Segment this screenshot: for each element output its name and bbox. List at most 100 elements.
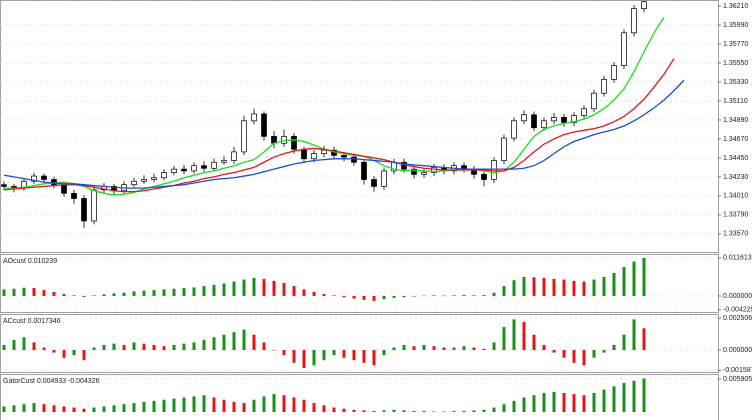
candle-body [211,161,217,169]
histogram-bar [132,403,136,413]
candle-body [141,179,147,182]
histogram-bar [142,290,146,296]
y-tick-label: 1.33570 [723,231,748,238]
histogram-bar [222,334,226,351]
histogram-bar [32,288,36,296]
histogram-bar [112,293,116,296]
histogram-bar [252,399,256,413]
histogram-bar [412,346,416,351]
histogram-bar [102,294,106,296]
y-tick-label: 0.011613 [723,255,752,262]
panel-frame [0,254,719,313]
histogram-bar [282,282,286,296]
candle-body [601,79,607,94]
histogram-bar [92,407,96,413]
candle-body [161,172,167,179]
histogram-bar [282,395,286,413]
histogram-bar [292,350,296,363]
histogram-bar [272,394,276,413]
candle-body [61,184,67,194]
histogram-bar [362,350,366,363]
histogram-bar [312,350,316,366]
histogram-bar [522,397,526,413]
candle-body [241,120,247,153]
histogram-bar [352,350,356,361]
histogram-bar [102,406,106,413]
histogram-bar [542,277,546,296]
y-tick-label: 1.34890 [723,117,748,124]
histogram-bar [492,407,496,413]
y-tick-label: 1.35330 [723,79,748,86]
histogram-bar [512,280,516,296]
panel-title: AOcust 0.010239 [3,258,57,265]
histogram-bar [42,404,46,413]
histogram-bar [442,411,446,413]
histogram-bar [182,397,186,413]
histogram-bar [202,286,206,296]
histogram-bar [172,398,176,413]
y-tick-label: 1.34010 [723,193,748,200]
histogram-bar [362,410,366,413]
histogram-bar [152,400,156,413]
histogram-bar [2,289,6,296]
histogram-bar [22,287,26,296]
histogram-bar [302,350,306,368]
candle-body [291,136,297,150]
histogram-bar [182,288,186,296]
histogram-bar [322,293,326,296]
histogram-bar [642,378,646,413]
candle-body [511,120,517,139]
histogram-bar [202,339,206,351]
histogram-bar [612,386,616,413]
histogram-bar [242,279,246,296]
candle-body [71,192,77,199]
candle-body [541,120,547,129]
histogram-bar [512,319,516,351]
histogram-bar [442,347,446,351]
histogram-bar [462,294,466,296]
histogram-bar [422,295,426,297]
histogram-bar [212,284,216,296]
histogram-bar [362,295,366,300]
histogram-bar [552,278,556,296]
histogram-bar [472,347,476,351]
histogram-bar [582,281,586,296]
histogram-bar [572,350,576,363]
histogram-bar [452,347,456,351]
histogram-bar [442,295,446,297]
candle-body [571,115,577,123]
histogram-bar [232,332,236,351]
histogram-bar [482,348,486,351]
histogram-bar [632,261,636,296]
histogram-bar [482,294,486,296]
panel-frame [0,0,719,253]
candle-body [311,153,317,160]
histogram-bar [292,286,296,296]
panel-title: GatorCust 0.004933 -0.004326 [3,378,100,385]
panel-title: ACcust 0.0017346 [3,318,61,325]
histogram-bar [372,350,376,366]
y-tick-label: 1.34230 [723,174,748,181]
histogram-bar [412,295,416,297]
histogram-bar [632,380,636,413]
histogram-bar [162,289,166,296]
histogram-bar [72,295,76,296]
histogram-bar [162,399,166,413]
candle-body [261,113,267,137]
histogram-bar [382,350,386,356]
histogram-bar [52,350,56,353]
histogram-bar [82,295,86,297]
candle-body [631,8,637,34]
histogram-bar [412,410,416,413]
y-tick-label: 1.35550 [723,60,748,67]
histogram-bar [32,403,36,413]
histogram-bar [312,292,316,296]
histogram-bar [12,405,16,413]
histogram-bar [532,334,536,351]
histogram-bar [42,347,46,351]
candle-body [491,160,497,180]
y-tick-label: 1.33790 [723,212,748,219]
candle-body [641,1,647,9]
histogram-bar [192,287,196,296]
